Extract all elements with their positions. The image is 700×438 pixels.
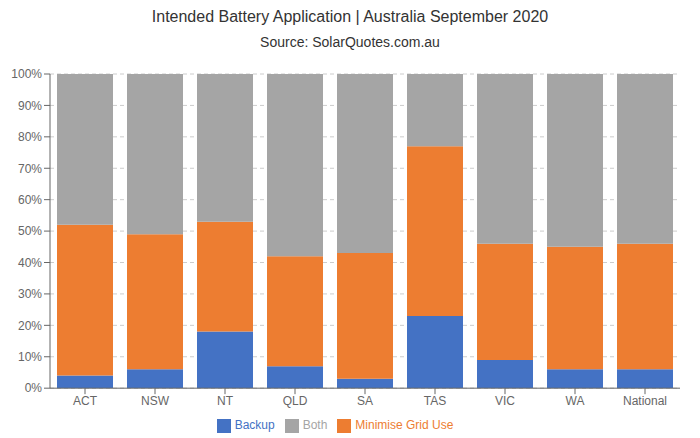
html-text:Source: SolarQuotes.com.au: Source: SolarQuotes.com.au xyxy=(260,34,440,50)
svg-text:10%: 10% xyxy=(18,350,42,364)
html-text:Intended Battery Application |: Intended Battery Application | Australia… xyxy=(151,8,549,25)
html-text:Backup: Backup xyxy=(234,418,275,433)
svg-text:80%: 80% xyxy=(18,130,42,144)
svg-text:TAS: TAS xyxy=(424,394,446,408)
svg-text:50%: 50% xyxy=(18,224,42,238)
svg-text:SA: SA xyxy=(357,394,373,408)
svg-text:VIC: VIC xyxy=(495,394,515,408)
html-text:Both: Both xyxy=(302,418,328,433)
svg-text:NT: NT xyxy=(217,394,234,408)
svg-text:60%: 60% xyxy=(18,193,42,207)
svg-text:WA: WA xyxy=(566,394,585,408)
svg-text:20%: 20% xyxy=(18,319,42,333)
svg-text:ACT: ACT xyxy=(73,394,98,408)
svg-text:0%: 0% xyxy=(25,381,43,395)
svg-text:QLD: QLD xyxy=(283,394,308,408)
svg-text:30%: 30% xyxy=(18,287,42,301)
svg-text:NSW: NSW xyxy=(141,394,170,408)
svg-text:National: National xyxy=(623,394,667,408)
svg-text:40%: 40% xyxy=(18,256,42,270)
html-text:Minimise Grid Use: Minimise Grid Use xyxy=(355,418,454,433)
svg-text:70%: 70% xyxy=(18,162,42,176)
svg-text:90%: 90% xyxy=(18,99,42,113)
svg-text:100%: 100% xyxy=(11,67,42,81)
